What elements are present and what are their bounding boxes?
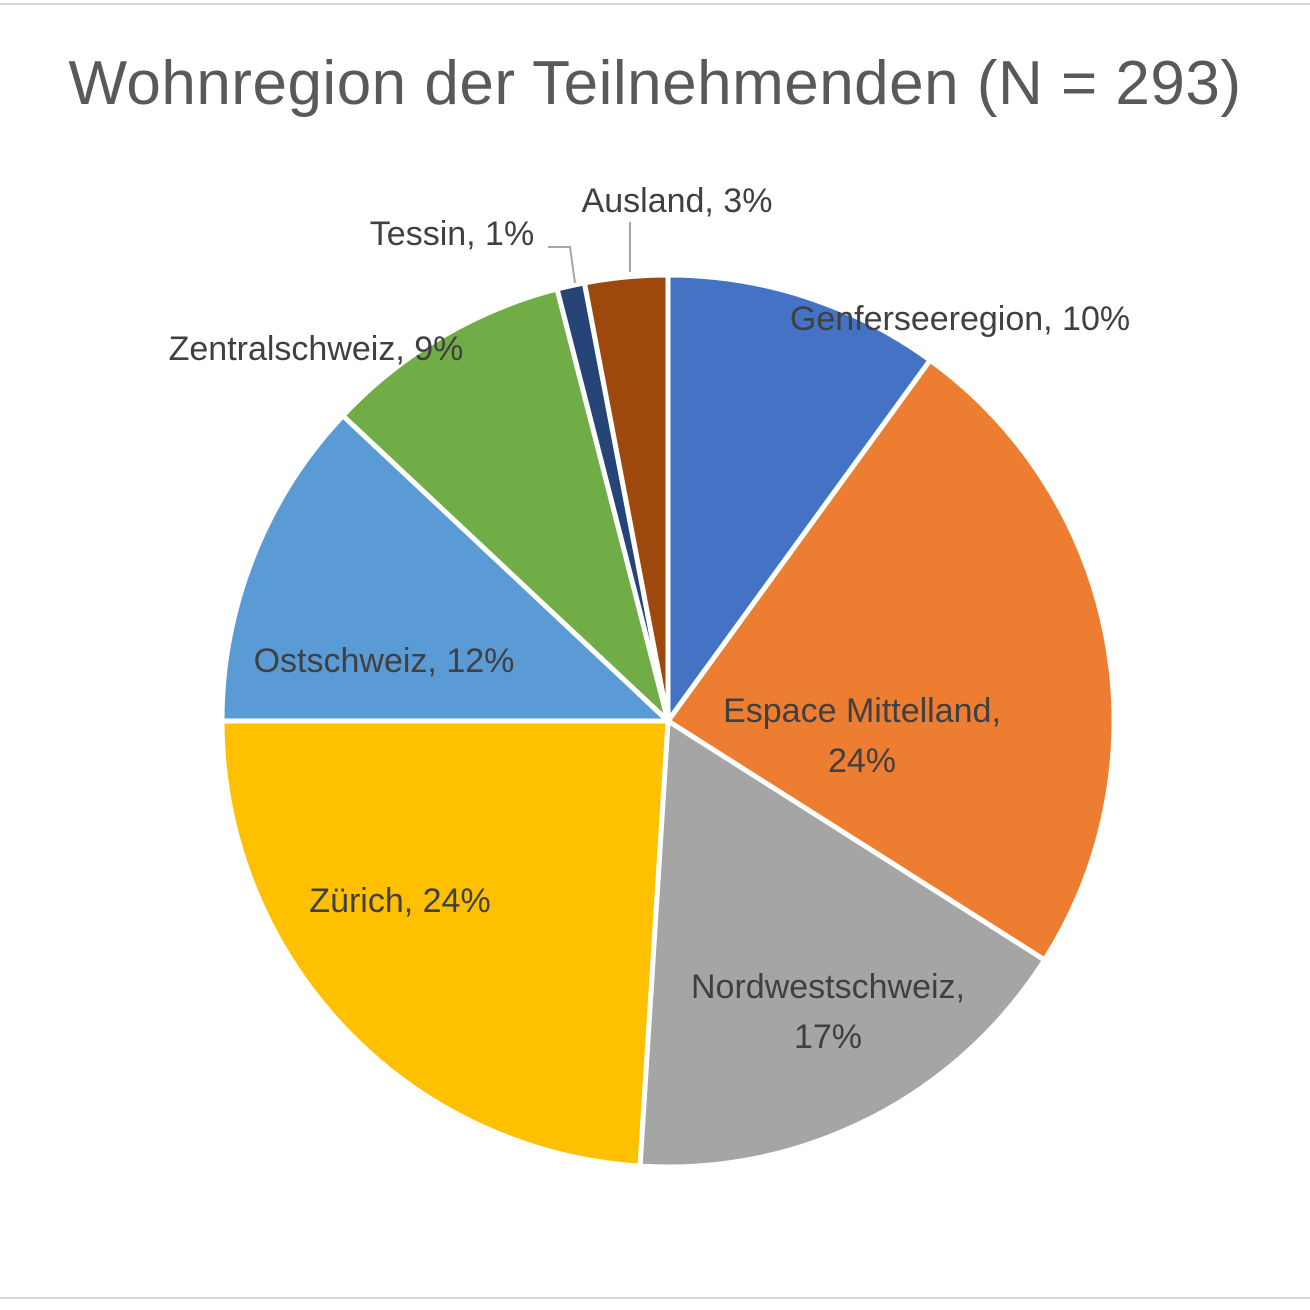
data-label-espace-mittelland: Espace Mittelland, 24% xyxy=(723,692,1001,780)
pie-slice-espace-mittelland xyxy=(665,357,1117,963)
data-label-ausland: Ausland, 3% xyxy=(582,182,773,220)
pie-slice-nordwestschweiz xyxy=(637,718,1048,1170)
leader-line-tessin xyxy=(548,246,576,284)
data-label-genferseeregion: Genferseeregion, 10% xyxy=(790,300,1130,338)
chart-title: Wohnregion der Teilnehmenden (N = 293) xyxy=(68,49,1242,118)
chart-frame-bottom-border xyxy=(0,1297,1310,1299)
pie-slice-zurich xyxy=(219,718,671,1169)
data-label-nordwestschweiz: Nordwestschweiz, 17% xyxy=(691,968,965,1056)
data-label-zentralschweiz: Zentralschweiz, 9% xyxy=(169,330,464,368)
chart-frame-top-border xyxy=(0,3,1310,5)
data-labels: Genferseeregion, 10% Espace Mittelland, 24… xyxy=(169,182,1131,1056)
leader-lines xyxy=(548,222,631,284)
pie-slice-ostschweiz xyxy=(219,413,671,724)
data-label-ostschweiz: Ostschweiz, 12% xyxy=(254,642,515,680)
pie-slice-genferseeregion xyxy=(665,272,933,724)
data-label-zurich: Zürich, 24% xyxy=(309,882,490,920)
pie-slice-zentralschweiz xyxy=(340,286,671,724)
pie-slice-ausland xyxy=(581,272,671,724)
data-label-tessin: Tessin, 1% xyxy=(370,215,534,253)
pie-slices xyxy=(219,272,1117,1170)
